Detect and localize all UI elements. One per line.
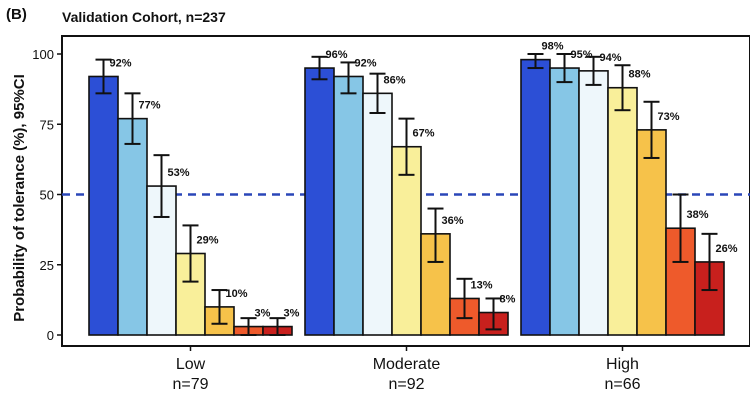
error-bar-moderate-3: [369, 72, 386, 115]
error-bar-high-2: [556, 53, 573, 84]
category-n-high: n=66: [604, 376, 640, 393]
error-bar-high-3: [585, 55, 602, 86]
error-bar-low-4: [182, 224, 199, 283]
data-label-moderate-2: 92%: [355, 57, 377, 69]
error-bar-high-7: [701, 232, 718, 292]
category-label-low: Low: [176, 356, 206, 373]
error-bar-low-2: [124, 92, 141, 145]
data-label-high-3: 94%: [600, 52, 622, 64]
bar-moderate-3: [362, 92, 393, 336]
error-bar-low-7: [269, 317, 286, 336]
error-bar-high-5: [643, 100, 660, 159]
data-label-low-7: 3%: [284, 308, 300, 320]
category-n-moderate: n=92: [388, 376, 424, 393]
error-bar-moderate-1: [311, 55, 328, 81]
bar-high-5: [636, 129, 667, 336]
data-label-low-1: 92%: [110, 57, 132, 69]
y-tick-label-75: 75: [40, 117, 54, 132]
category-label-moderate: Moderate: [373, 356, 441, 373]
data-label-high-1: 98%: [542, 41, 564, 53]
error-bar-high-1: [527, 53, 544, 70]
error-bar-low-3: [153, 154, 170, 218]
error-bar-moderate-7: [485, 297, 502, 331]
error-bar-moderate-2: [340, 61, 357, 95]
error-bar-moderate-4: [398, 117, 415, 176]
bar-low-1: [88, 75, 119, 336]
data-label-moderate-3: 86%: [384, 74, 406, 86]
panel-label: (B): [6, 6, 27, 23]
y-tick-label-25: 25: [40, 258, 54, 273]
category-label-high: High: [606, 356, 639, 373]
data-label-high-5: 73%: [658, 111, 680, 123]
error-bar-high-6: [672, 193, 689, 263]
bar-high-1: [520, 58, 551, 336]
bar-low-2: [117, 117, 148, 336]
data-label-moderate-1: 96%: [326, 49, 348, 61]
data-label-low-4: 29%: [197, 235, 219, 247]
data-label-high-4: 88%: [629, 69, 651, 81]
chart-title: Validation Cohort, n=237: [62, 9, 226, 25]
bar-moderate-1: [304, 67, 335, 336]
data-label-moderate-7: 8%: [500, 294, 516, 306]
error-bar-high-4: [614, 64, 631, 112]
data-label-moderate-6: 13%: [471, 279, 493, 291]
error-bar-low-5: [211, 289, 228, 325]
bar-high-3: [578, 70, 609, 336]
y-tick-label-50: 50: [40, 188, 54, 203]
bars-layer: 92% 77% 53% 29% 10% 3% 3% 96% 92% 86% 67% 36% 13% 8% 9…: [88, 41, 738, 336]
data-label-high-7: 26%: [716, 243, 738, 255]
data-label-high-2: 95%: [571, 49, 593, 61]
error-bar-moderate-5: [427, 207, 444, 263]
data-label-low-6: 3%: [255, 308, 271, 320]
error-bar-low-1: [95, 58, 112, 95]
y-axis-label: Probability of tolerance (%), 95%CI: [11, 74, 28, 322]
axis-layer: 0 25 50 75 100 Low n=79 Moderate n=92 High n=66: [32, 47, 640, 393]
data-label-moderate-5: 36%: [442, 215, 464, 227]
bar-high-2: [549, 67, 580, 336]
y-tick-label-100: 100: [32, 47, 54, 62]
data-label-low-3: 53%: [168, 167, 190, 179]
bar-moderate-2: [333, 75, 364, 336]
error-bar-low-6: [240, 317, 257, 336]
category-n-low: n=79: [172, 376, 208, 393]
data-label-low-2: 77%: [139, 100, 161, 112]
error-bar-moderate-6: [456, 277, 473, 320]
data-label-high-6: 38%: [687, 209, 709, 221]
bar-high-4: [607, 86, 638, 336]
data-label-moderate-4: 67%: [413, 128, 435, 140]
y-tick-label-0: 0: [47, 328, 54, 343]
data-label-low-5: 10%: [226, 288, 248, 300]
